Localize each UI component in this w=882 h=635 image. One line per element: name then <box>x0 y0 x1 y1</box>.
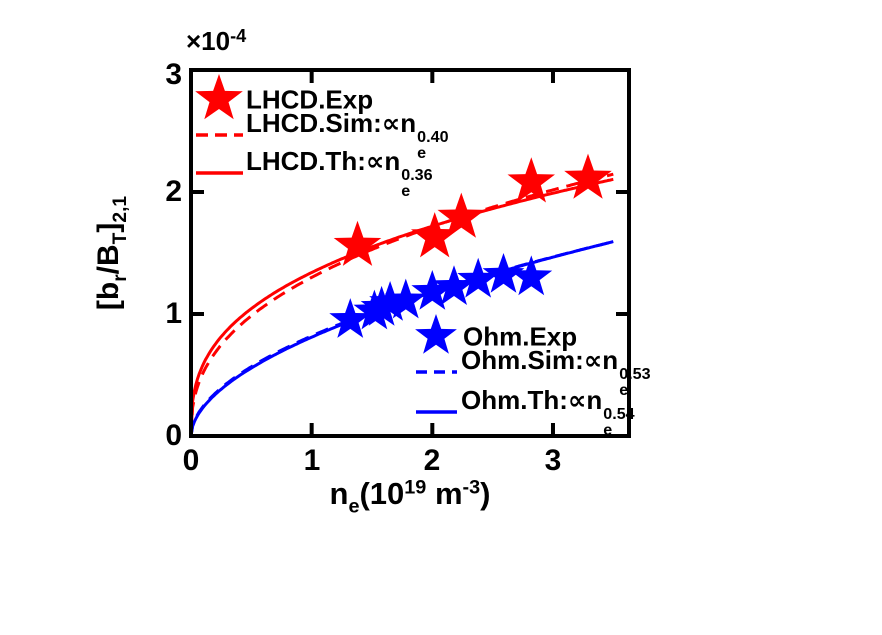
data-point-star <box>564 153 612 199</box>
legend-ohm-th-label: Ohm.Th:∝n 0.54 e <box>461 385 635 439</box>
legend-sub: e <box>619 381 629 400</box>
ylabel-sub: T <box>110 232 132 245</box>
legend-text: LHCD.Sim:∝n <box>246 108 417 139</box>
x-tick-2: 2 <box>423 444 441 477</box>
xlabel-part: ) <box>480 476 491 511</box>
data-point-star <box>329 298 372 338</box>
xlabel-sub: e <box>348 495 360 518</box>
xlabel-part: (10 <box>359 476 405 511</box>
legend-lhcd-th-label: LHCD.Th:∝n 0.36 e <box>246 146 433 200</box>
legend-text: LHCD.Th:∝n <box>246 146 401 177</box>
data-point-star <box>384 278 427 319</box>
x-tick-1: 1 <box>303 444 321 477</box>
data-point-star <box>360 285 403 326</box>
x-axis-label: ne(1019 m-3) <box>191 476 629 518</box>
data-point-star <box>411 270 454 310</box>
legend-sup: 0.53 <box>619 364 651 383</box>
x-tick-3: 3 <box>544 444 562 477</box>
legend-sub: e <box>417 144 427 163</box>
ylabel-part: /B <box>91 244 125 275</box>
legend-sup: 0.54 <box>603 404 635 423</box>
fit-curve <box>189 177 614 437</box>
data-point-star <box>411 212 459 258</box>
y-axis-offset-label: ×10-4 <box>186 26 246 57</box>
ylabel-part: ] <box>91 222 125 233</box>
legend-lhcd-exp-marker <box>195 74 243 120</box>
data-point-star <box>482 253 525 293</box>
y-tick-1: 1 <box>165 297 182 330</box>
y-tick-2: 2 <box>165 175 182 208</box>
legend-ohm-exp-label: Ohm.Exp <box>463 321 578 352</box>
legend-sub: e <box>401 182 411 201</box>
xlabel-part: n <box>329 476 349 511</box>
data-point-star <box>333 220 382 266</box>
offset-exponent: -4 <box>230 26 247 46</box>
xlabel-sup: 19 <box>404 476 427 499</box>
xlabel-part: m <box>426 476 463 511</box>
y-axis-label: [br/BT]2,1 <box>92 196 132 310</box>
fit-curve <box>189 240 614 437</box>
legend-sup: 0.36 <box>401 165 433 184</box>
legend-lhcd-exp-label: LHCD.Exp <box>246 84 374 115</box>
legend-text: Ohm.Th:∝n <box>461 385 603 416</box>
ylabel-sub: r <box>110 274 132 282</box>
legend-ohm-sim-label: Ohm.Sim:∝n 0.53 e <box>461 345 651 399</box>
ylabel-sub: 2,1 <box>110 195 132 223</box>
legend-sub: e <box>603 421 613 440</box>
data-point-star <box>510 255 553 296</box>
legend-lhcd-sim-label: LHCD.Sim:∝n 0.40 e <box>246 108 449 162</box>
y-tick-0: 0 <box>165 419 182 452</box>
y-tick-3: 3 <box>165 58 182 91</box>
legend-text: Ohm.Sim:∝n <box>461 345 619 376</box>
data-point-star <box>437 192 486 238</box>
data-point-star <box>507 157 555 203</box>
xlabel-sup: -3 <box>462 476 481 499</box>
legend-ohm-exp-marker <box>415 314 457 354</box>
x-tick-0: 0 <box>182 444 200 477</box>
ylabel-part: [b <box>91 281 125 311</box>
fit-curve <box>189 172 614 437</box>
offset-base: ×10 <box>186 26 231 57</box>
legend-sup: 0.40 <box>417 127 449 146</box>
axes-box <box>189 68 631 438</box>
data-point-star <box>369 281 411 321</box>
